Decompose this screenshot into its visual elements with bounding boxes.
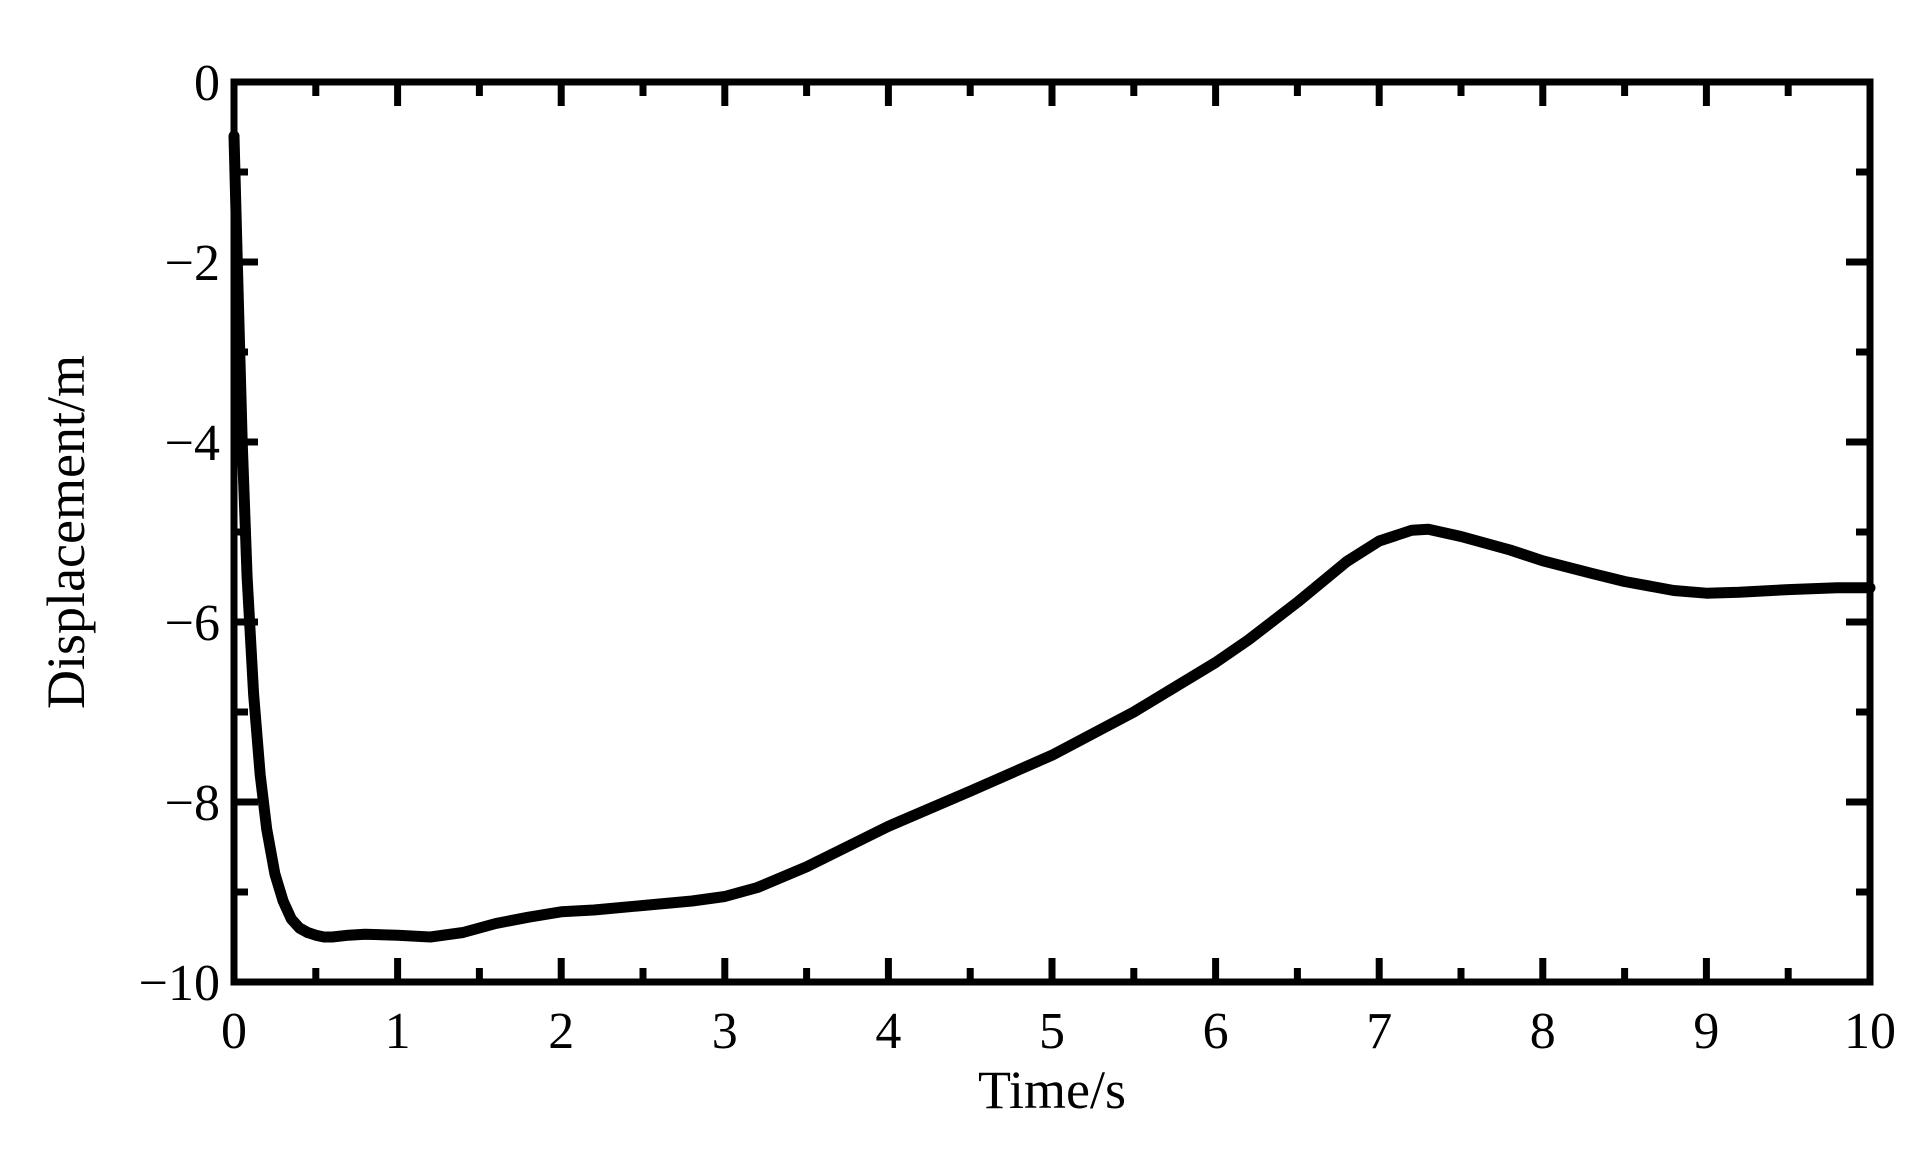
y-tick-label: −2	[165, 235, 220, 292]
x-axis-label: Time/s	[978, 1060, 1126, 1120]
axis-ticks	[230, 78, 1874, 986]
x-tick-label: 3	[712, 1003, 738, 1060]
y-axis-label: Displacement/m	[36, 355, 96, 709]
x-tick-label: 9	[1693, 1003, 1719, 1060]
y-tick-label: −10	[139, 955, 220, 1012]
x-tick-label: 10	[1844, 1003, 1896, 1060]
x-tick-label: 4	[875, 1003, 901, 1060]
y-tick-label: −4	[165, 415, 220, 472]
x-tick-label: 2	[548, 1003, 574, 1060]
y-tick-label: −8	[165, 775, 220, 832]
x-tick-label: 5	[1039, 1003, 1065, 1060]
x-tick-label: 0	[221, 1003, 247, 1060]
x-tick-label: 6	[1203, 1003, 1229, 1060]
y-tick-label: −6	[165, 595, 220, 652]
tick-labels: 0 1 2 3 4 5 6 7 8 9 10 0 −2 −4 −6 −8 −10	[139, 55, 1896, 1060]
x-tick-label: 1	[385, 1003, 411, 1060]
plot-frame	[230, 78, 1874, 986]
series-line	[228, 130, 1876, 943]
x-tick-label: 7	[1366, 1003, 1392, 1060]
x-tick-label: 8	[1530, 1003, 1556, 1060]
y-tick-label: 0	[194, 55, 220, 112]
